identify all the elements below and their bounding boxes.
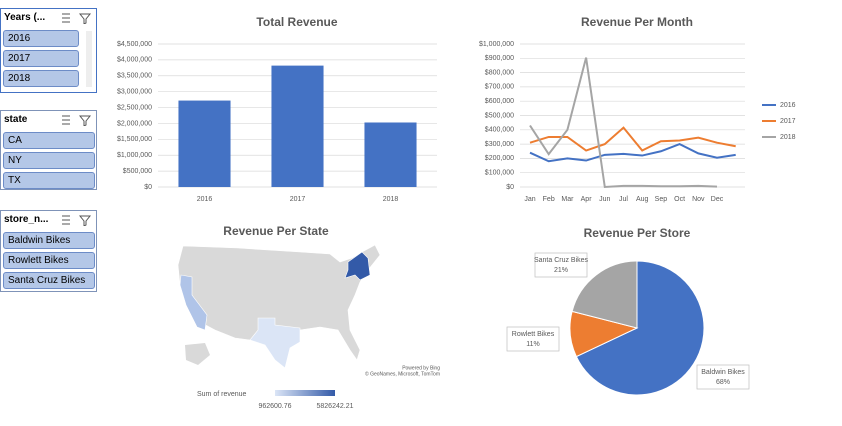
- country: [177, 244, 381, 369]
- data-label-name: Rowlett Bikes: [512, 331, 555, 338]
- x-tick-label: Jul: [619, 196, 628, 203]
- line: [529, 126, 736, 152]
- x-tick-label: Nov: [692, 196, 705, 203]
- y-tick-label: $200,000: [485, 155, 514, 162]
- y-tick-label: $500,000: [485, 112, 514, 119]
- data-label-box: [534, 252, 588, 278]
- y-tick-label: $2,000,000: [117, 120, 152, 127]
- alaska: [185, 343, 210, 365]
- x-tick-label: Jan: [524, 196, 535, 203]
- y-tick-label: $4,000,000: [117, 57, 152, 64]
- x-tick-label: Mar: [561, 196, 574, 203]
- y-tick-label: $1,000,000: [117, 152, 152, 159]
- scrollbar[interactable]: [86, 31, 92, 87]
- y-tick-label: $600,000: [485, 98, 514, 105]
- legend-title: Sum of revenue: [197, 391, 247, 398]
- attribution: Powered by Bing: [402, 365, 440, 371]
- line: [529, 143, 736, 163]
- slicer-item[interactable]: NY: [3, 152, 95, 169]
- state-ny: [344, 251, 371, 281]
- chart-title: Revenue Per Store: [584, 226, 691, 240]
- scale-label: 962600.76: [258, 403, 291, 410]
- x-tick-label: Sep: [655, 196, 668, 203]
- chart-title: Revenue Per Month: [581, 15, 693, 29]
- data-label-box: [696, 364, 750, 390]
- slicer-item[interactable]: Baldwin Bikes: [3, 232, 95, 249]
- slicer-title: state: [1, 111, 96, 129]
- slicer-item[interactable]: 2016: [3, 30, 79, 47]
- y-tick-label: $500,000: [123, 168, 152, 175]
- slicer-title-text: Years (...: [4, 12, 46, 23]
- bar: [364, 122, 417, 187]
- map: [177, 244, 381, 369]
- slicer-title-text: state: [4, 114, 28, 125]
- data-label-value: 21%: [554, 267, 568, 274]
- slicer-icons: [62, 115, 92, 126]
- y-tick-label: $300,000: [485, 141, 514, 148]
- pie-slice: [571, 260, 638, 329]
- bar: [271, 65, 324, 187]
- legend-label: 2017: [780, 118, 796, 125]
- chart-title: Revenue Per State: [223, 224, 329, 238]
- y-tick-label: $100,000: [485, 170, 514, 177]
- y-tick-label: $3,000,000: [117, 89, 152, 96]
- y-tick-label: $2,500,000: [117, 104, 152, 111]
- x-tick-label: 2017: [290, 196, 306, 203]
- slicer-item[interactable]: Santa Cruz Bikes: [3, 272, 95, 289]
- slicer-item[interactable]: TX: [3, 172, 95, 189]
- slicer: Years (... 2016 2017 2018: [0, 8, 97, 93]
- y-tick-label: $0: [144, 184, 152, 191]
- x-tick-label: Apr: [581, 196, 593, 203]
- x-tick-label: Feb: [543, 196, 555, 203]
- chart-title: Total Revenue: [256, 15, 337, 29]
- x-tick-label: Oct: [674, 196, 685, 203]
- scale-label: 5826242.21: [317, 403, 354, 410]
- x-tick-label: Jun: [599, 196, 610, 203]
- slicer-title: Years (...: [1, 9, 96, 27]
- y-tick-label: $800,000: [485, 69, 514, 76]
- slicer: store_n... Baldwin Bikes Rowlett Bikes S…: [0, 210, 97, 292]
- y-tick-label: $3,500,000: [117, 73, 152, 80]
- slicer: state CA NY TX: [0, 110, 97, 190]
- line: [529, 57, 718, 189]
- y-tick-label: $700,000: [485, 84, 514, 91]
- x-tick-label: 2016: [197, 196, 213, 203]
- x-tick-label: Dec: [711, 196, 724, 203]
- state-ca: [179, 274, 208, 331]
- slicer-item[interactable]: CA: [3, 132, 95, 149]
- slicer-item[interactable]: 2018: [3, 70, 79, 87]
- slicer-icons: [62, 215, 92, 226]
- data-label-name: Baldwin Bikes: [701, 369, 745, 376]
- x-tick-label: Aug: [636, 196, 649, 203]
- data-label-name: Santa Cruz Bikes: [534, 257, 589, 264]
- slicer-item[interactable]: Rowlett Bikes: [3, 252, 95, 269]
- y-tick-label: $1,500,000: [117, 136, 152, 143]
- data-label-value: 11%: [526, 341, 540, 348]
- data-label-box: [506, 326, 560, 352]
- state-tx: [249, 317, 301, 369]
- bar: [178, 100, 231, 187]
- slicer-item[interactable]: 2017: [3, 50, 79, 67]
- attribution: © GeoNames, Microsoft, TomTom: [365, 370, 440, 377]
- y-tick-label: $1,000,000: [479, 41, 514, 48]
- slicer-icons: [62, 13, 92, 24]
- pie-slice: [575, 260, 705, 396]
- legend-label: 2018: [780, 134, 796, 141]
- y-tick-label: $900,000: [485, 55, 514, 62]
- color-scale: [275, 390, 335, 396]
- legend-label: 2016: [780, 102, 796, 109]
- slicer-title: store_n...: [1, 211, 96, 229]
- slicer-title-text: store_n...: [4, 214, 49, 225]
- x-tick-label: 2018: [383, 196, 399, 203]
- y-tick-label: $0: [506, 184, 514, 191]
- y-tick-label: $400,000: [485, 127, 514, 134]
- y-tick-label: $4,500,000: [117, 41, 152, 48]
- data-label-value: 68%: [716, 379, 730, 386]
